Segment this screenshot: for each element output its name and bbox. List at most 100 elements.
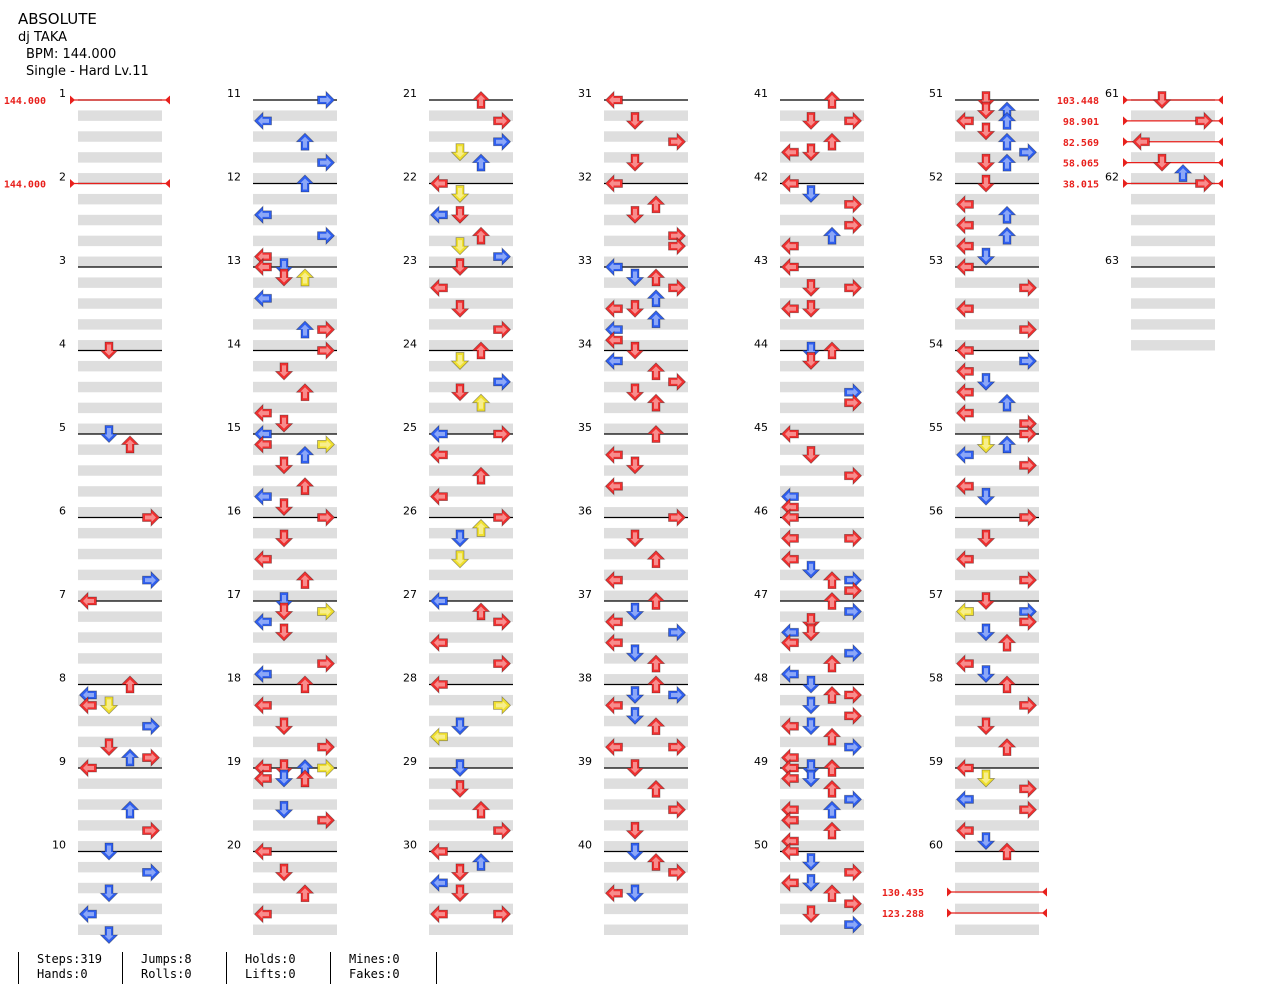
beat-band <box>780 381 864 393</box>
beat-band <box>955 778 1039 789</box>
beat-band <box>253 423 337 434</box>
beat-band <box>1131 110 1215 121</box>
beat-band <box>1131 131 1215 142</box>
bpm-change-start-marker <box>947 887 952 897</box>
bpm-change-end-marker <box>1218 179 1223 188</box>
beat-band <box>780 131 864 142</box>
beat-band <box>78 861 162 873</box>
beat-band <box>253 736 337 748</box>
beat-band <box>955 715 1039 727</box>
beat-band <box>604 381 688 393</box>
beat-band <box>78 674 162 685</box>
measure-number: 20 <box>227 839 241 852</box>
measure-number: 7 <box>59 588 66 601</box>
beat-band <box>604 799 688 810</box>
beat-band <box>253 924 337 935</box>
beat-band <box>78 778 162 789</box>
beat-band <box>253 193 337 205</box>
beat-band <box>429 841 513 852</box>
beat-band <box>604 861 688 873</box>
beat-band <box>780 882 864 894</box>
beat-band <box>253 507 337 518</box>
beat-band <box>253 110 337 121</box>
beat-band <box>253 444 337 455</box>
measure-number: 55 <box>929 421 943 434</box>
measure-number: 53 <box>929 254 943 267</box>
beat-band <box>429 423 513 434</box>
beat-band <box>429 319 513 330</box>
beat-band <box>955 319 1039 330</box>
beat-band <box>78 319 162 330</box>
beat-band <box>253 381 337 393</box>
beat-band <box>955 131 1039 142</box>
beat-band <box>955 799 1039 810</box>
beat-band <box>1131 277 1215 288</box>
beat-band <box>955 861 1039 873</box>
bpm-change-end-marker <box>1218 95 1223 105</box>
beat-band <box>78 277 162 288</box>
beat-band <box>955 820 1039 831</box>
beat-band <box>955 882 1039 894</box>
beat-band <box>429 820 513 831</box>
beat-band <box>253 214 337 226</box>
left-arrow-icon <box>605 91 623 109</box>
beat-band <box>1131 256 1215 267</box>
beat-band <box>78 820 162 831</box>
beat-band <box>604 319 688 330</box>
beat-band <box>780 110 864 121</box>
beat-band <box>78 360 162 372</box>
beat-band <box>604 235 688 247</box>
stats-end-divider <box>436 952 437 984</box>
measure-number: 38 <box>578 672 592 685</box>
beat-band <box>780 193 864 205</box>
beat-band <box>604 736 688 748</box>
beat-band <box>780 799 864 810</box>
beat-band <box>955 444 1039 455</box>
beat-band <box>955 486 1039 497</box>
measure-number: 63 <box>1105 254 1119 267</box>
measure-number: 45 <box>754 421 768 434</box>
bpm-change-start-marker <box>1123 158 1128 168</box>
beat-band <box>1131 340 1215 351</box>
beat-band <box>955 465 1039 476</box>
step-chart: 144.000 144.000 130.435 123.288 103.448 98.90… <box>4 87 1223 944</box>
beat-band <box>253 757 337 768</box>
beat-band <box>604 548 688 560</box>
measure-number: 6 <box>59 505 66 518</box>
beat-band <box>604 757 688 768</box>
beat-band <box>955 110 1039 121</box>
beat-band <box>604 674 688 685</box>
bpm-change-label: 98.901 <box>1063 117 1099 128</box>
beat-band <box>253 799 337 810</box>
beat-band <box>78 924 162 935</box>
measure-number: 56 <box>929 505 943 518</box>
beat-band <box>955 674 1039 685</box>
bpm-change-end-marker <box>1042 887 1047 897</box>
beat-band <box>604 715 688 727</box>
measure-number: 46 <box>754 505 768 518</box>
beat-band <box>955 193 1039 205</box>
beat-band <box>780 924 864 935</box>
beat-band <box>955 841 1039 852</box>
beat-band <box>253 173 337 184</box>
measure-number: 32 <box>578 171 592 184</box>
beat-band <box>780 173 864 184</box>
bpm-change-end-marker <box>1218 116 1223 126</box>
bpm-change-start-marker <box>70 179 75 188</box>
beat-band <box>1131 319 1215 330</box>
beat-band <box>253 548 337 560</box>
beat-band <box>78 173 162 184</box>
beat-band <box>780 319 864 330</box>
beat-band <box>604 402 688 414</box>
beat-band <box>253 820 337 831</box>
measure-bands <box>78 110 1215 935</box>
up-arrow-icon <box>823 91 841 109</box>
beat-band <box>955 340 1039 351</box>
song-difficulty: Single - Hard Lv.11 <box>26 64 149 79</box>
beat-band <box>78 298 162 309</box>
beat-band <box>604 507 688 518</box>
beat-band <box>955 173 1039 184</box>
beat-band <box>604 465 688 476</box>
beat-band <box>78 611 162 622</box>
measure-number: 36 <box>578 505 592 518</box>
